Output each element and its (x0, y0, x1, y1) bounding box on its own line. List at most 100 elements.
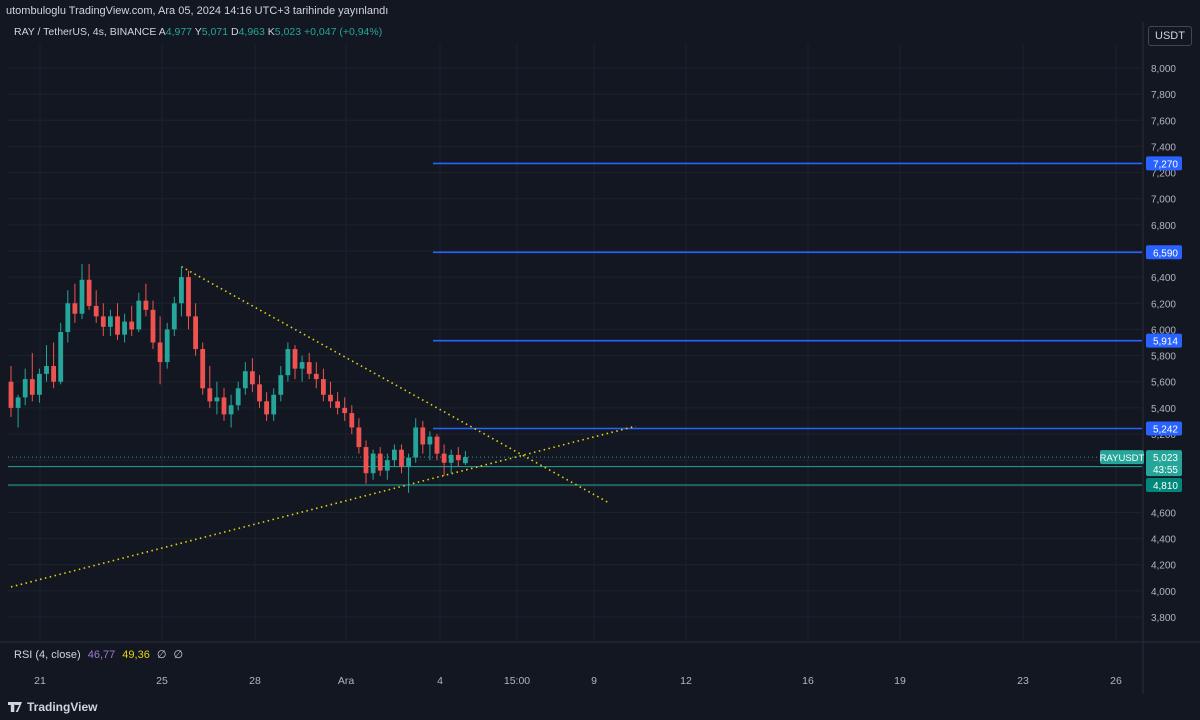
candle-body (65, 303, 71, 333)
candle (413, 418, 419, 463)
candle-body (22, 379, 28, 398)
candle-body (143, 300, 149, 310)
candle-body (250, 371, 255, 385)
candle-body (257, 384, 262, 402)
candle (278, 366, 284, 402)
candle-body (221, 397, 227, 415)
y-tick-label: 6,000 (1151, 325, 1176, 336)
candle (235, 381, 241, 411)
x-tick-label: 25 (156, 675, 168, 687)
candle-body (285, 349, 291, 376)
candle (257, 375, 262, 408)
y-tick-label: 4,400 (1151, 535, 1176, 546)
y-tick-label: 4,600 (1151, 508, 1176, 519)
price-tag-value: 5,023 (1153, 453, 1178, 464)
y-tick-label: 7,000 (1151, 195, 1176, 206)
close-value: 5,023 (274, 26, 302, 38)
candle-body (79, 279, 85, 314)
candle-body (349, 413, 355, 428)
candle-body (51, 366, 56, 382)
candle-body (392, 449, 397, 461)
candle-body (193, 316, 198, 350)
candle-body (179, 277, 184, 304)
rsi-extra-2: ∅ (173, 649, 184, 661)
candle (392, 444, 397, 467)
candle (157, 316, 163, 385)
candle-body (108, 316, 113, 327)
y-tick-label: 6,800 (1151, 221, 1176, 232)
x-tick-label: 16 (802, 675, 814, 687)
candle (264, 392, 269, 421)
candle-body (44, 366, 49, 374)
y-tick-label: 5,800 (1151, 352, 1176, 363)
y-tick-label: 5,600 (1151, 378, 1176, 389)
candle (115, 303, 120, 340)
x-tick-label: 21 (34, 675, 46, 687)
symbol-name: RAY / TetherUS, 4s, BINANCE (14, 26, 157, 38)
y-tick-label: 7,600 (1151, 116, 1176, 127)
candle (29, 352, 35, 402)
candle (171, 296, 177, 336)
candle (370, 449, 376, 480)
candle-body (434, 436, 440, 454)
candle (193, 303, 198, 356)
candle-body (448, 454, 454, 463)
level-tag (1146, 245, 1182, 260)
candle-body (242, 371, 248, 389)
candle (448, 449, 454, 474)
candle (299, 355, 305, 382)
candle (214, 381, 220, 415)
y-tick-label: 8,000 (1151, 64, 1176, 75)
candle-body (271, 394, 277, 415)
candle-body (306, 362, 312, 374)
symbol-tag (1100, 450, 1144, 465)
candle-body (420, 427, 426, 445)
footer: TradingView (0, 694, 1200, 720)
candle-body (136, 300, 142, 330)
x-tick-label: 12 (680, 675, 692, 687)
candle-body (93, 305, 99, 317)
candle (463, 450, 468, 465)
candle-body (214, 397, 220, 402)
candle-body (427, 436, 433, 445)
level-tag (1146, 156, 1182, 171)
candle-body (455, 454, 461, 461)
candle-body (164, 329, 170, 363)
candle (164, 322, 170, 369)
candle-body (72, 303, 78, 314)
candle-body (15, 397, 21, 408)
y-tick-label: 3,800 (1151, 613, 1176, 624)
candle (313, 362, 319, 389)
candle-body (264, 401, 269, 415)
x-tick-label: Ara (338, 675, 355, 687)
y-tick-label: 6,200 (1151, 299, 1176, 310)
candle (150, 300, 156, 350)
symbol-tag-label: RAYUSDT (1100, 453, 1145, 464)
candle (342, 397, 348, 421)
low-value: 4,963 (238, 26, 265, 38)
price-tag (1146, 450, 1182, 477)
candle-body (186, 277, 191, 317)
candle-body (399, 449, 404, 467)
x-tick-label: 4 (437, 675, 443, 687)
x-tick-label: 26 (1110, 675, 1122, 687)
candle (363, 440, 369, 484)
horizontal-levels (8, 162, 1142, 486)
candle-body (171, 303, 177, 330)
candle-body (228, 405, 234, 415)
candle (65, 290, 71, 343)
rsi-ma-value: 49,36 (122, 649, 150, 661)
candle (292, 345, 298, 380)
candle (399, 444, 404, 474)
y-tick-label: 4,000 (1151, 587, 1176, 598)
candle (79, 264, 85, 319)
currency-button[interactable]: USDT (1148, 26, 1192, 46)
tradingview-logo[interactable]: TradingView (8, 700, 97, 714)
candle (136, 292, 142, 333)
candle-body (200, 349, 206, 389)
candle-body (335, 401, 340, 408)
candle-body (463, 457, 468, 464)
high-label: Y (194, 26, 202, 38)
rsi-value: 46,77 (87, 649, 116, 661)
